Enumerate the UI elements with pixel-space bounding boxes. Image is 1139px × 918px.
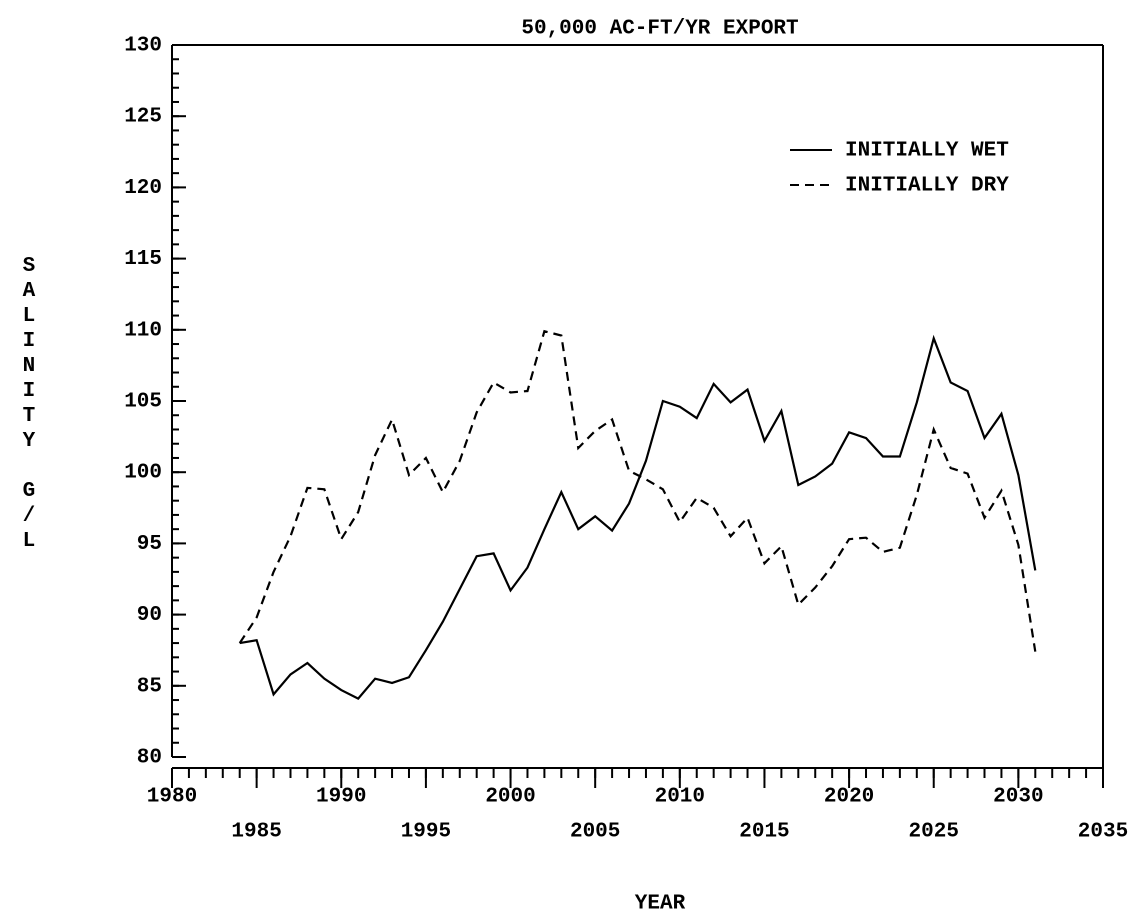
x-tick-label: 1995 (401, 821, 451, 844)
y-axis-label: SALINITY G/L (17, 255, 40, 555)
x-tick-label: 2025 (909, 821, 959, 844)
y-tick-label: 105 (124, 391, 162, 414)
x-axis-label: YEAR (635, 893, 686, 916)
legend-label: INITIALLY DRY (845, 175, 1009, 198)
x-tick-label: 1985 (231, 821, 281, 844)
x-tick-label: 2015 (739, 821, 789, 844)
x-tick-label: 2000 (485, 786, 535, 809)
legend-label: INITIALLY WET (845, 140, 1009, 163)
y-tick-label: 85 (137, 675, 162, 698)
x-tick-label: 2020 (824, 786, 874, 809)
x-tick-label: 2010 (655, 786, 705, 809)
x-tick-label: 1990 (316, 786, 366, 809)
y-tick-label: 115 (124, 248, 162, 271)
chart-title: 50,000 AC-FT/YR EXPORT (521, 18, 798, 41)
data-line (238, 329, 1037, 652)
y-tick-label: 120 (124, 177, 162, 200)
x-tick-label: 2035 (1078, 821, 1128, 844)
x-tick-label: 2005 (570, 821, 620, 844)
x-tick-label: 1980 (147, 786, 197, 809)
y-tick-label: 110 (124, 319, 162, 342)
y-tick-label: 80 (137, 747, 162, 770)
y-tick-label: 95 (137, 533, 162, 556)
y-tick-label: 100 (124, 462, 162, 485)
y-tick-label: 125 (124, 106, 162, 129)
data-line (239, 334, 1037, 700)
y-tick-label: 130 (124, 35, 162, 58)
x-tick-label: 2030 (993, 786, 1043, 809)
y-tick-label: 90 (137, 604, 162, 627)
